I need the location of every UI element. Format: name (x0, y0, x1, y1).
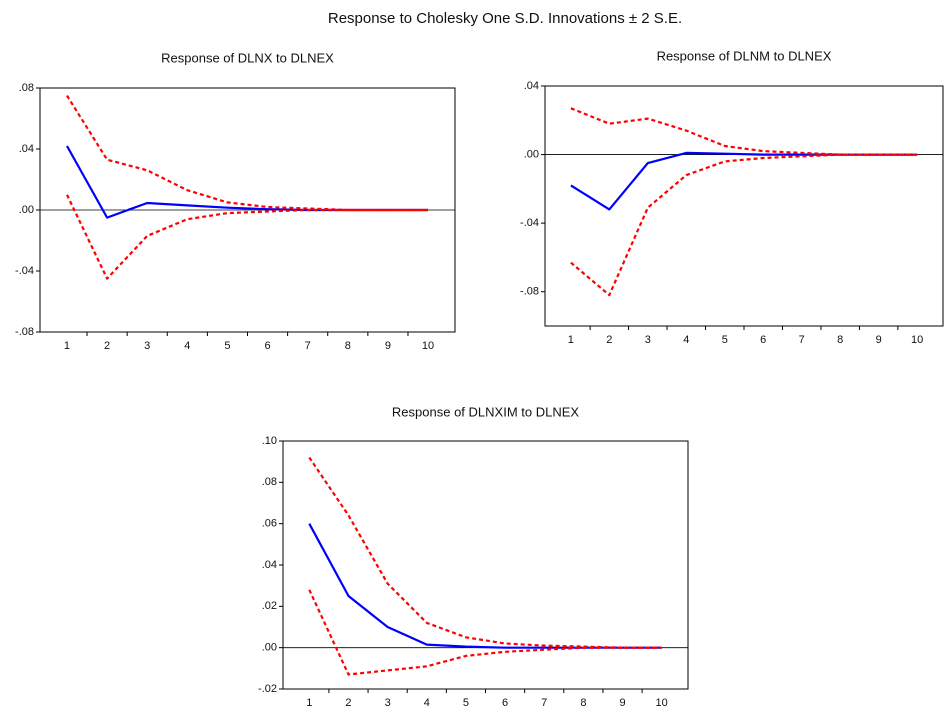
y-tick-label: .04 (19, 143, 34, 155)
x-tick-label: 1 (306, 697, 312, 709)
x-tick-label: 4 (184, 340, 190, 352)
response-line (570, 107, 918, 156)
x-tick-label: 4 (683, 334, 689, 346)
response-line (570, 151, 918, 211)
chart-title: Response of DLNM to DLNEX (657, 48, 832, 63)
x-tick-label: 4 (424, 697, 430, 709)
response-line (570, 153, 918, 297)
x-tick-label: 3 (645, 334, 651, 346)
x-tick-label: 8 (837, 334, 843, 346)
x-tick-label: 3 (385, 697, 391, 709)
x-tick-label: 10 (911, 334, 923, 346)
x-tick-label: 5 (224, 340, 230, 352)
y-tick-label: .06 (262, 518, 277, 530)
x-tick-label: 7 (305, 340, 311, 352)
x-tick-label: 8 (345, 340, 351, 352)
response-line (308, 523, 662, 649)
y-tick-label: -.08 (520, 286, 539, 298)
x-tick-label: 2 (345, 697, 351, 709)
x-tick-label: 2 (104, 340, 110, 352)
y-tick-label: -.04 (520, 217, 539, 229)
x-tick-label: 3 (144, 340, 150, 352)
chart-title: Response of DLNX to DLNEX (161, 50, 334, 65)
x-tick-label: 8 (580, 697, 586, 709)
x-tick-label: 2 (606, 334, 612, 346)
figure-title: Response to Cholesky One S.D. Innovation… (328, 10, 682, 27)
y-tick-label: .04 (524, 80, 539, 92)
plot-frame (282, 440, 689, 690)
x-tick-label: 1 (568, 334, 574, 346)
chart-title: Response of DLNXIM to DLNEX (392, 404, 579, 419)
y-tick-label: .08 (262, 476, 277, 488)
y-tick-label: -.04 (15, 265, 34, 277)
x-tick-label: 6 (760, 334, 766, 346)
y-tick-label: .10 (262, 435, 277, 447)
y-tick-label: .04 (262, 559, 277, 571)
response-line (66, 95, 428, 212)
x-tick-label: 6 (502, 697, 508, 709)
x-tick-label: 10 (656, 697, 668, 709)
y-tick-label: .00 (262, 642, 277, 654)
y-tick-label: -.02 (258, 683, 277, 695)
x-tick-label: 9 (876, 334, 882, 346)
y-tick-label: .00 (524, 148, 539, 160)
response-line (66, 194, 428, 280)
x-tick-label: 5 (722, 334, 728, 346)
x-tick-label: 6 (264, 340, 270, 352)
response-line (308, 589, 662, 676)
x-tick-label: 7 (799, 334, 805, 346)
y-tick-label: .08 (19, 82, 34, 94)
x-tick-label: 1 (64, 340, 70, 352)
x-tick-label: 10 (422, 340, 434, 352)
y-tick-label: .00 (19, 204, 34, 216)
x-tick-label: 9 (385, 340, 391, 352)
x-tick-label: 5 (463, 697, 469, 709)
y-tick-label: -.08 (15, 326, 34, 338)
x-tick-label: 9 (619, 697, 625, 709)
y-tick-label: .02 (262, 600, 277, 612)
response-line (308, 456, 662, 649)
response-line (66, 145, 428, 219)
x-tick-label: 7 (541, 697, 547, 709)
